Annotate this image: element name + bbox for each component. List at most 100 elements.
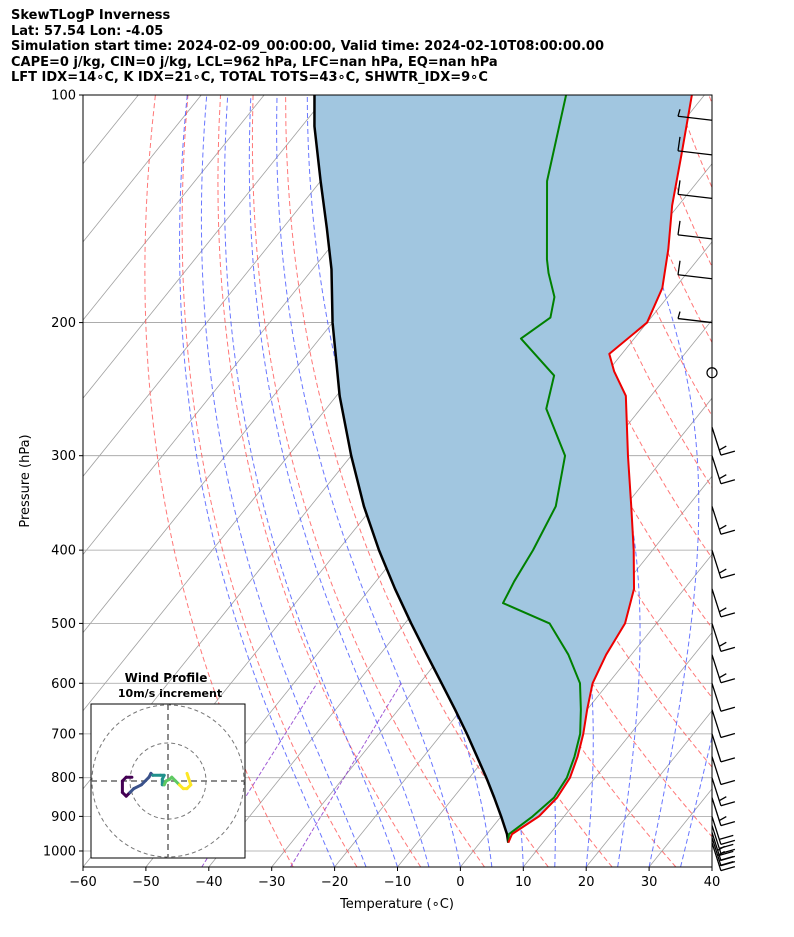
barb-staff: [711, 683, 722, 712]
barb-flag: [677, 220, 681, 235]
barb-flag: [718, 568, 727, 574]
moist-adiabat: [248, 95, 430, 867]
calm-circle: [706, 367, 718, 379]
location-line: Lat: 57.54 Lon: -4.05: [11, 23, 164, 39]
moist-adiabat: [711, 865, 712, 867]
dry-adiabat: [144, 95, 294, 867]
dry-adiabat: [545, 95, 712, 489]
y-tick-label: 900: [51, 810, 76, 825]
hodograph-segment: [139, 775, 151, 787]
isotherm-line: [522, 631, 712, 867]
barb-flag: [718, 474, 727, 480]
wind-barb: [677, 180, 713, 200]
barb-flag: [718, 673, 727, 679]
moist-adiabat: [603, 95, 700, 867]
barb-staff: [677, 150, 713, 156]
dry-adiabat: [675, 95, 712, 189]
barb-staff: [711, 797, 722, 826]
y-tick-label: 400: [51, 544, 76, 559]
barb-flag: [720, 678, 736, 684]
wind-barb: [711, 549, 736, 579]
barb-flag: [720, 779, 736, 786]
wind-barb: [711, 816, 736, 846]
dewpoint-line: [502, 95, 582, 843]
barb-flag: [718, 796, 727, 802]
y-axis-label: Pressure (hPa): [18, 434, 33, 527]
wind-barb: [711, 455, 736, 485]
wind-barb: [711, 733, 736, 763]
inset-subtitle: 10m/s increment: [118, 687, 222, 700]
wind-barb: [711, 797, 736, 827]
x-tick-label: −30: [258, 875, 285, 890]
barb-flag: [720, 706, 736, 712]
temperature-line: [507, 95, 693, 844]
profile-lines: [313, 95, 693, 844]
barb-staff: [711, 709, 722, 738]
barb-staff: [677, 317, 713, 324]
dry-adiabat: [415, 95, 712, 768]
barb-flag: [720, 855, 736, 862]
barb-flag: [677, 260, 681, 275]
barb-staff: [677, 115, 713, 121]
wind-barb: [677, 136, 713, 156]
isotherm-line: [0, 95, 75, 867]
dry-adiabat: [708, 95, 712, 105]
barb-staff: [677, 274, 713, 280]
hodograph-segment: [185, 771, 193, 787]
isotherm-line: [83, 95, 391, 477]
wind-barb: [711, 709, 736, 739]
barb-flag: [677, 311, 681, 319]
x-tick-label: 0: [456, 875, 464, 890]
dry-adiabat: [741, 95, 794, 867]
wind-barb: [706, 367, 718, 379]
barb-flag: [720, 529, 736, 535]
barb-flag: [718, 445, 727, 451]
x-tick-label: −50: [132, 875, 159, 890]
barb-flag: [677, 136, 681, 151]
barb-flag: [720, 848, 736, 855]
wind-barb: [711, 426, 736, 456]
wind-barb: [677, 260, 713, 280]
wind-barb: [711, 623, 736, 653]
parcel-line: [313, 95, 510, 843]
barb-flag: [720, 646, 736, 653]
barb-flag: [720, 801, 736, 807]
x-tick-label: 40: [704, 875, 721, 890]
barb-staff: [711, 506, 722, 535]
barb-flag: [677, 109, 681, 117]
isotherm-line: [83, 95, 328, 399]
wind-profile-inset: Wind Profile 10m/s increment: [90, 671, 246, 859]
barb-flag: [719, 843, 734, 849]
x-tick-label: −20: [321, 875, 348, 890]
barb-staff: [711, 623, 722, 652]
barb-flag: [677, 180, 681, 195]
barb-staff: [677, 234, 713, 240]
dry-adiabat: [181, 95, 358, 867]
barb-flag: [720, 757, 736, 763]
wind-barb: [677, 109, 713, 121]
y-tick-label: 300: [51, 449, 76, 464]
dry-adiabat: [217, 95, 422, 867]
moist-adiabat: [276, 95, 461, 867]
barb-flag: [720, 820, 736, 827]
axis-ticks: −60 −50 −40 −30 −20 −10 0 10 20 30 40 100 200 300 400 5…: [43, 89, 720, 891]
moist-adiabat: [200, 95, 367, 867]
wind-barb: [677, 311, 713, 324]
isotherm-line: [83, 95, 265, 321]
y-tick-label: 600: [51, 677, 76, 692]
barb-staff: [677, 193, 713, 200]
wind-barbs: [677, 109, 736, 872]
y-tick-label: 800: [51, 771, 76, 786]
dry-adiabat: [774, 95, 794, 867]
mixing-ratio-line: [201, 683, 318, 867]
x-tick-label: −60: [69, 875, 96, 890]
indices-line-1: CAPE=0 j/kg, CIN=0 j/kg, LCL=962 hPa, LF…: [11, 54, 498, 70]
barb-staff: [711, 777, 722, 806]
barb-staff: [711, 733, 722, 763]
barb-flag: [720, 573, 736, 579]
barb-flag: [720, 732, 736, 739]
wind-barb: [711, 825, 736, 855]
barb-staff: [711, 549, 722, 579]
isotherm-line: [83, 95, 202, 243]
